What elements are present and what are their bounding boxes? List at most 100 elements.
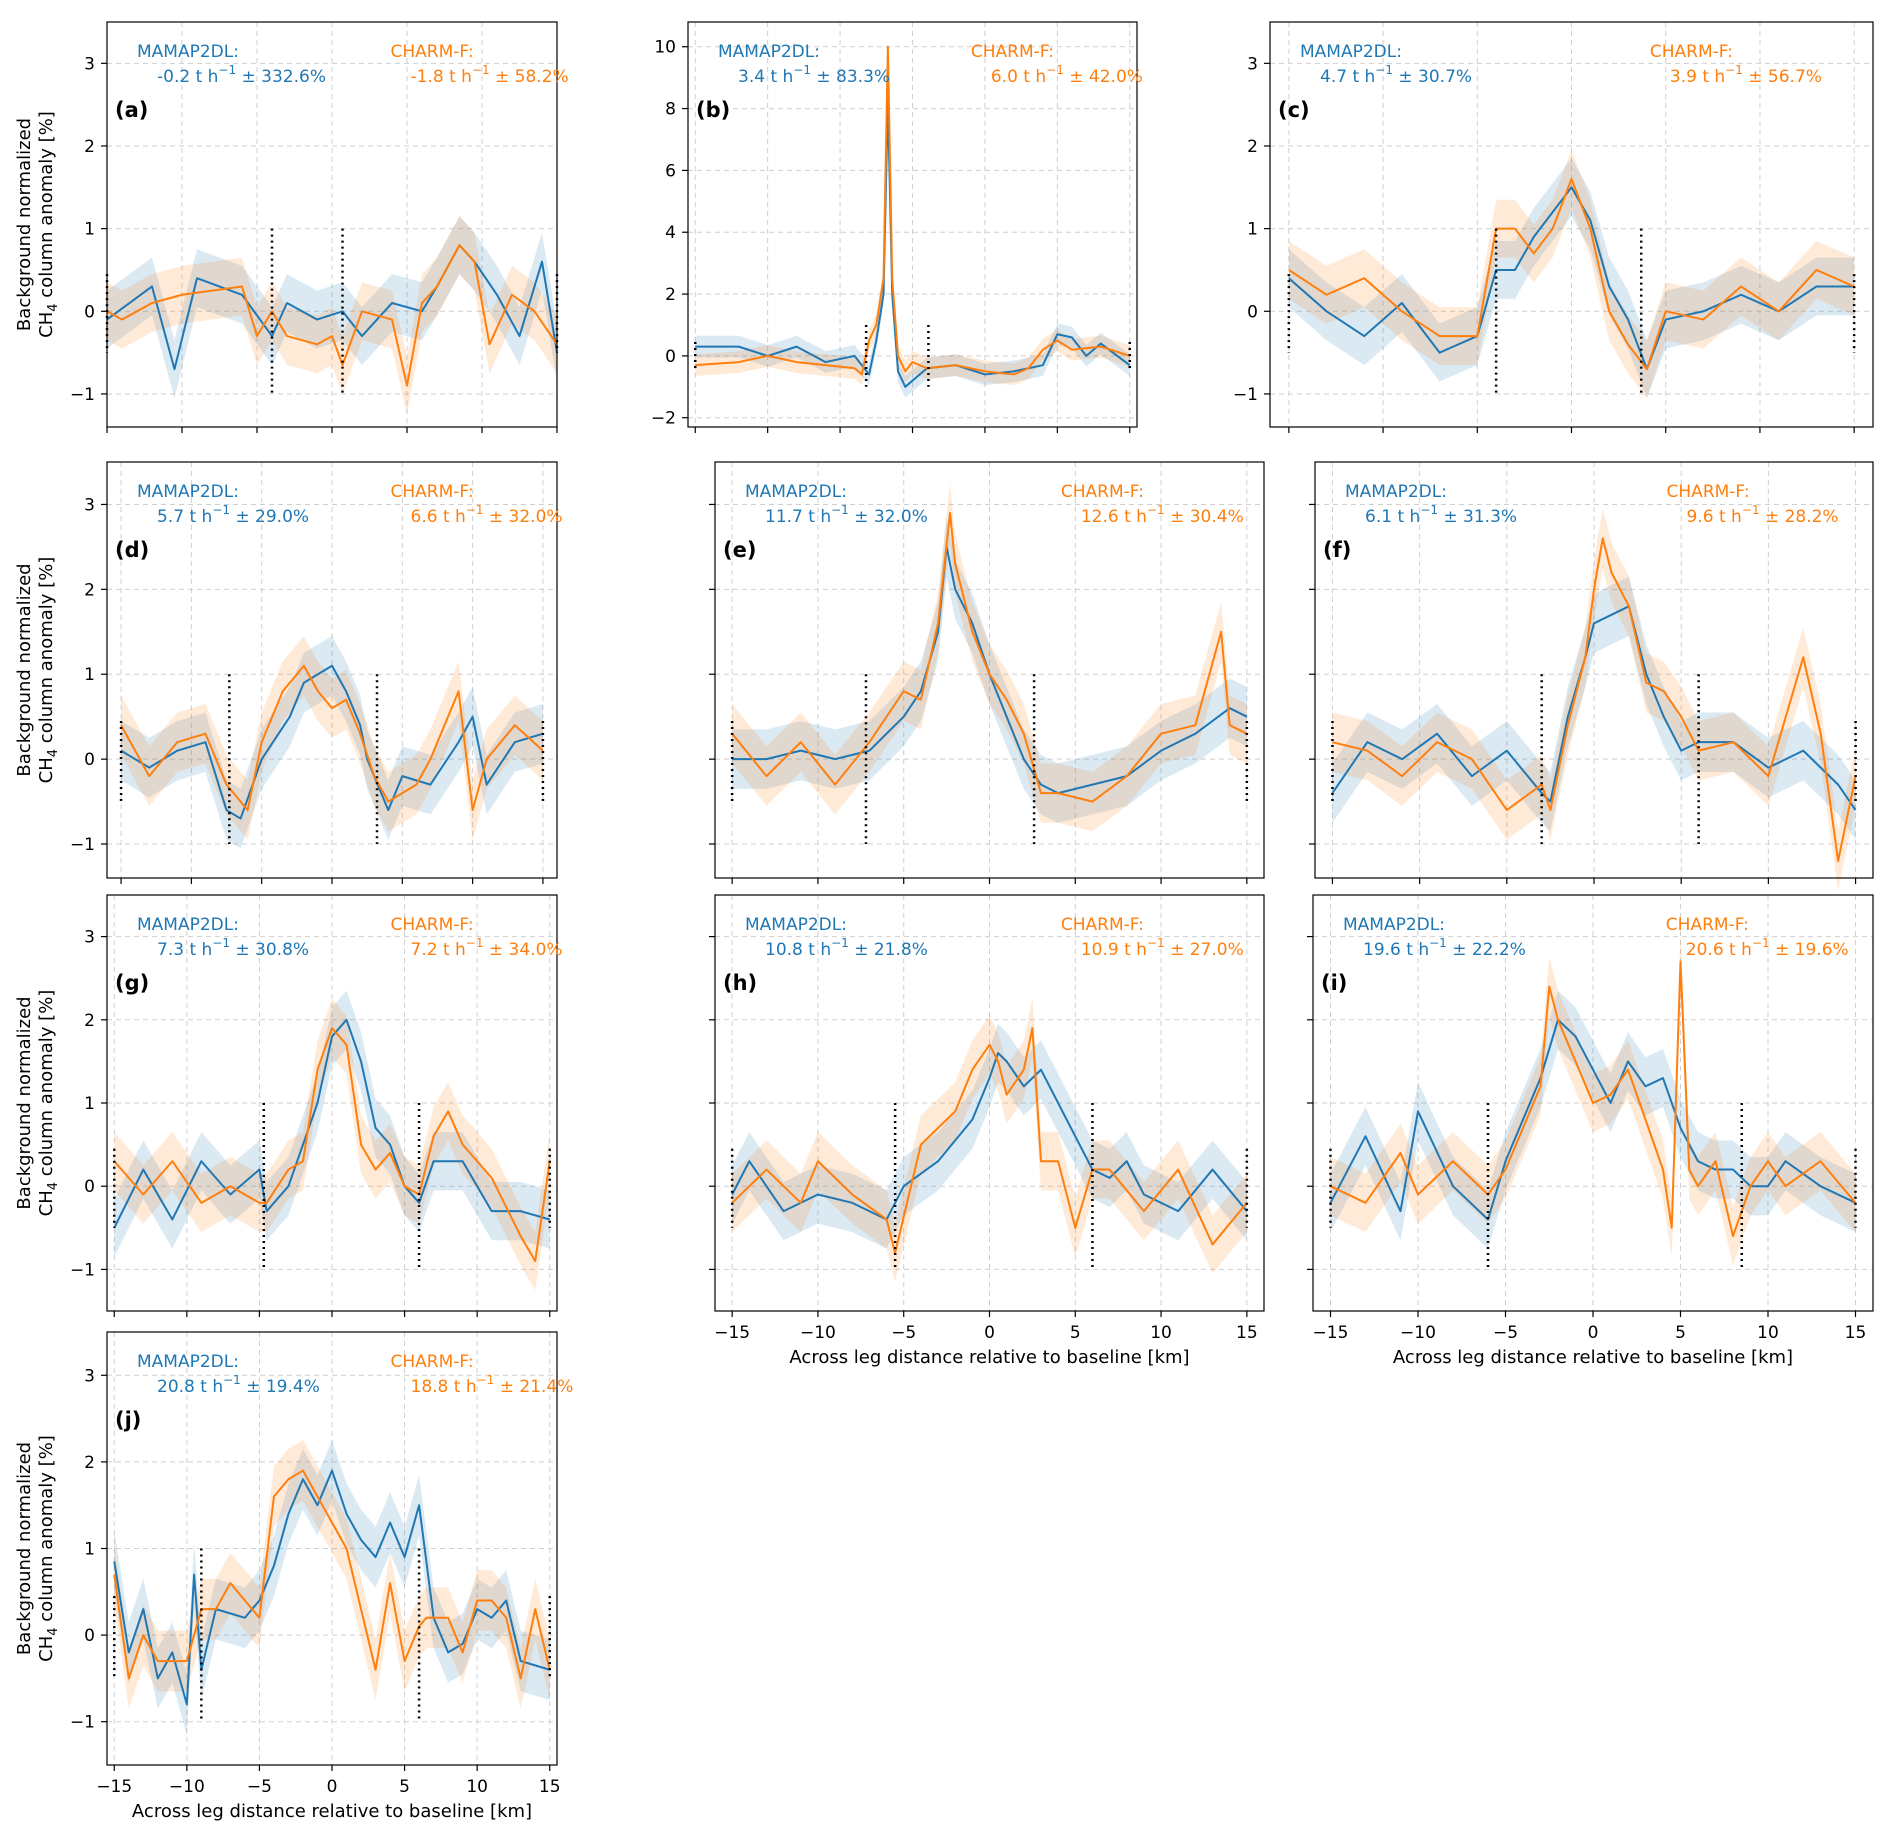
- panel-label: (e): [723, 538, 756, 562]
- y-axis-label: Background normalizedCH4 column anomaly …: [14, 1435, 61, 1662]
- x-axis-label: Across leg distance relative to baseline…: [132, 1801, 532, 1822]
- series-name-label: MAMAP2DL:: [718, 42, 820, 62]
- grid: [688, 22, 1137, 427]
- emission-rate-label: 3.4 t h−1 ± 83.3%: [738, 63, 890, 87]
- x-tick-label: 10: [1757, 1323, 1779, 1343]
- series-line-charm: [113, 1469, 551, 1680]
- y-tick-label: −1: [70, 835, 95, 855]
- y-axis-label: Background normalizedCH4 column anomaly …: [14, 111, 61, 338]
- uncertainty-band-charm: [1288, 150, 1855, 399]
- series-line-mamap: [695, 98, 1131, 388]
- emission-rate-label: 7.3 t h−1 ± 30.8%: [157, 936, 309, 960]
- series-line-mamap: [113, 1469, 551, 1706]
- y-tick-label: −1: [1233, 385, 1258, 405]
- series-name-label: MAMAP2DL:: [137, 915, 239, 935]
- uncertainty-band-mamap: [1332, 576, 1856, 840]
- emission-rate-label: 12.6 t h−1 ± 30.4%: [1081, 503, 1244, 527]
- series-name-label: MAMAP2DL:: [137, 42, 239, 62]
- uncertainty-band-mamap: [732, 517, 1247, 823]
- x-axis-label: Across leg distance relative to baseline…: [1393, 1347, 1793, 1368]
- panel-label: (h): [723, 971, 757, 995]
- panel-c: −1 0 1 2 3 (c) MAMAP2DL:4.7 t h−1 ± 30.7% CHARM…: [1233, 21, 1874, 433]
- series-line-mamap: [106, 244, 558, 371]
- grid: [1270, 22, 1873, 427]
- uncertainty-band-charm: [1330, 932, 1856, 1266]
- grid: [715, 895, 1264, 1311]
- series-line-charm: [695, 45, 1131, 376]
- y-tick-label: 1: [84, 665, 95, 685]
- y-tick-label: 4: [665, 223, 676, 243]
- y-tick-label: 0: [84, 1177, 95, 1197]
- panel-g: −1 0 1 2 3 (g) MAMAP2DL:7.3 t h−1 ± 30.8% CHARM…: [14, 894, 563, 1317]
- uncertainty-band-charm: [114, 999, 550, 1291]
- series-line-mamap: [732, 545, 1248, 795]
- y-tick-label: −1: [70, 1260, 95, 1280]
- series-name-label: MAMAP2DL:: [745, 915, 847, 935]
- y-tick-label: 2: [665, 285, 676, 305]
- x-tick-label: −15: [96, 1777, 132, 1797]
- emission-rate-label: 6.0 t h−1 ± 42.0%: [991, 63, 1143, 87]
- x-tick-label: −5: [247, 1777, 272, 1797]
- y-tick-label: 1: [84, 220, 95, 240]
- series-name-label: CHARM-F:: [971, 42, 1054, 62]
- panel-label: (j): [115, 1408, 141, 1432]
- emission-rate-label: 10.9 t h−1 ± 27.0%: [1081, 936, 1244, 960]
- emission-rate-label: 6.1 t h−1 ± 31.3%: [1365, 503, 1517, 527]
- y-tick-label: 2: [84, 1453, 95, 1473]
- x-tick-label: 5: [1675, 1323, 1686, 1343]
- panel-d: −1 0 1 2 3 (d) MAMAP2DL:5.7 t h−1 ± 29.0% CHARM…: [14, 461, 563, 884]
- x-tick-label: −10: [800, 1323, 836, 1343]
- series-name-label: CHARM-F:: [1061, 915, 1144, 935]
- emission-rate-label: -1.8 t h−1 ± 58.2%: [411, 63, 569, 87]
- y-tick-label: 3: [84, 1366, 95, 1386]
- series-name-label: MAMAP2DL:: [137, 1352, 239, 1372]
- y-tick-label: 2: [84, 580, 95, 600]
- emission-rate-label: 11.7 t h−1 ± 32.0%: [765, 503, 928, 527]
- x-tick-label: −10: [1400, 1323, 1436, 1343]
- x-tick-label: −15: [714, 1323, 750, 1343]
- panel-label: (a): [115, 98, 148, 122]
- x-tick-label: 10: [1150, 1323, 1172, 1343]
- panel-b: −2 0 2 4 6 8 10 (b) MAMAP2DL:3.4 t h−1 ± 83.3% CH…: [651, 21, 1143, 433]
- y-tick-label: 10: [654, 38, 676, 58]
- series-name-label: CHARM-F:: [1666, 915, 1749, 935]
- x-tick-label: 15: [1845, 1323, 1867, 1343]
- emission-rate-label: 10.8 t h−1 ± 21.8%: [765, 936, 928, 960]
- uncertainty-band-mamap: [107, 216, 557, 399]
- y-tick-label: 0: [84, 1626, 95, 1646]
- series-name-label: MAMAP2DL:: [1345, 482, 1447, 502]
- series-name-label: MAMAP2DL:: [1300, 42, 1402, 62]
- emission-rate-label: 18.8 t h−1 ± 21.4%: [411, 1373, 574, 1397]
- emission-rate-label: 5.7 t h−1 ± 29.0%: [157, 503, 309, 527]
- panel-h: −15 −10 −5 0 5 10 15 (h) MAMAP2DL:10.8 t h−1 ± 2…: [709, 894, 1265, 1368]
- panel-label: (d): [115, 538, 149, 562]
- y-tick-label: 8: [665, 100, 676, 120]
- x-tick-label: 0: [984, 1323, 995, 1343]
- series-name-label: CHARM-F:: [391, 482, 474, 502]
- series-line-charm: [731, 1027, 1248, 1254]
- y-tick-label: −2: [651, 409, 676, 429]
- panel-label: (g): [115, 971, 149, 995]
- x-tick-label: −5: [1493, 1323, 1518, 1343]
- y-tick-label: 2: [1247, 137, 1258, 157]
- y-tick-label: 1: [84, 1094, 95, 1114]
- uncertainty-band-mamap: [732, 1023, 1247, 1249]
- series-line-charm: [1330, 960, 1857, 1238]
- uncertainty-band-mamap: [1288, 158, 1855, 399]
- emission-rate-label: 9.6 t h−1 ± 28.2%: [1687, 503, 1839, 527]
- y-tick-label: 3: [84, 928, 95, 948]
- emission-rate-label: 19.6 t h−1 ± 22.2%: [1363, 936, 1526, 960]
- series-line-charm: [106, 244, 558, 387]
- x-tick-label: 15: [539, 1777, 561, 1797]
- x-tick-label: 5: [1070, 1323, 1081, 1343]
- uncertainty-band-mamap: [1330, 990, 1856, 1249]
- emission-rate-label: 20.8 t h−1 ± 19.4%: [157, 1373, 320, 1397]
- uncertainty-band-charm: [114, 1440, 550, 1709]
- series-line-charm: [113, 1027, 551, 1263]
- emission-rate-label: 4.7 t h−1 ± 30.7%: [1320, 63, 1472, 87]
- grid: [715, 462, 1264, 878]
- series-line-mamap: [731, 1052, 1248, 1221]
- y-tick-label: 3: [1247, 54, 1258, 74]
- uncertainty-band-charm: [732, 483, 1247, 832]
